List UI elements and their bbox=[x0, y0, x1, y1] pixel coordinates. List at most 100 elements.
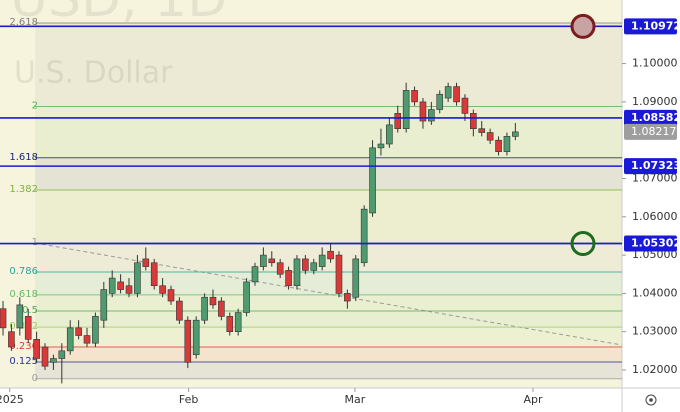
fib-band bbox=[35, 327, 622, 348]
y-tick-label: 1.02000 bbox=[632, 363, 678, 376]
fib-band bbox=[35, 106, 622, 158]
fib-band bbox=[35, 189, 622, 243]
fib-band bbox=[35, 22, 622, 107]
candle-body bbox=[503, 136, 511, 152]
trend-line bbox=[34, 242, 623, 346]
candle-body bbox=[234, 312, 242, 332]
y-tick-label: 1.06000 bbox=[632, 210, 678, 223]
candle-body bbox=[394, 113, 402, 129]
target-circle bbox=[570, 231, 596, 257]
candle-body bbox=[369, 147, 376, 214]
fib-label: 0.5 bbox=[22, 305, 38, 316]
candle-body bbox=[251, 266, 259, 283]
candle-body bbox=[0, 308, 7, 329]
candle-body bbox=[386, 124, 393, 145]
candle-body bbox=[66, 327, 74, 352]
y-tick-label: 1.04000 bbox=[632, 286, 678, 299]
fib-label: 1 bbox=[32, 237, 38, 248]
candle-body bbox=[419, 101, 427, 122]
candle-body bbox=[150, 262, 158, 287]
candle-body bbox=[402, 90, 410, 129]
candle-body bbox=[117, 281, 124, 290]
candle-body bbox=[159, 285, 166, 294]
candle-body bbox=[335, 254, 343, 294]
fib-band bbox=[35, 157, 622, 190]
fib-band bbox=[35, 361, 622, 379]
candle-body bbox=[411, 90, 418, 103]
candle-body bbox=[226, 316, 234, 332]
fib-label: 2 bbox=[32, 100, 38, 111]
x-tick-label: Mar bbox=[345, 393, 366, 406]
candle-body bbox=[41, 346, 49, 367]
candle-body bbox=[444, 86, 452, 99]
candle-body bbox=[470, 113, 477, 129]
candle-body bbox=[486, 132, 494, 141]
candle-body bbox=[260, 254, 267, 267]
level-label-box bbox=[624, 109, 677, 126]
candle-body bbox=[33, 339, 40, 359]
candle-body bbox=[125, 285, 133, 294]
fib-label: 0.786 bbox=[9, 266, 38, 277]
candle-body bbox=[218, 300, 225, 317]
candle-body bbox=[209, 296, 217, 306]
candle-body bbox=[201, 296, 208, 321]
last-price-label: 1.08217 bbox=[631, 125, 677, 138]
last-price-box bbox=[624, 123, 677, 140]
y-tick-label: 1.03000 bbox=[632, 325, 678, 338]
level-label: 1.08582 bbox=[631, 111, 680, 124]
candle-body bbox=[285, 270, 292, 287]
fib-label: 1.618 bbox=[9, 152, 38, 163]
fib-label: 0.125 bbox=[9, 356, 38, 367]
settings-icon-dot bbox=[649, 398, 653, 402]
fib-label: 0.236 bbox=[9, 341, 38, 352]
watermark-name: U.S. Dollar bbox=[14, 56, 173, 91]
level-label-box bbox=[624, 18, 677, 35]
candle-body bbox=[512, 131, 519, 137]
x-tick-label: 2025 bbox=[0, 393, 24, 406]
level-label: 1.07323 bbox=[631, 159, 680, 172]
candle-body bbox=[24, 316, 32, 340]
y-tick-label: 1.10000 bbox=[632, 57, 678, 70]
candle-body bbox=[92, 316, 99, 344]
candle-body bbox=[495, 139, 502, 152]
fib-band bbox=[35, 311, 622, 328]
fib-label: 2.618 bbox=[9, 17, 38, 28]
x-tick-label: Feb bbox=[179, 393, 198, 406]
candle-body bbox=[100, 289, 108, 321]
level-label-box bbox=[624, 158, 677, 175]
x-tick-label: Apr bbox=[523, 393, 543, 406]
y-tick-label: 1.09000 bbox=[632, 95, 678, 108]
candle-body bbox=[436, 93, 444, 110]
candle-body bbox=[293, 258, 301, 287]
candle-body bbox=[192, 319, 200, 355]
level-label: 1.05302 bbox=[631, 237, 680, 250]
candle-body bbox=[8, 331, 15, 348]
fib-band bbox=[35, 294, 622, 312]
candle-body bbox=[352, 258, 360, 298]
candle-body bbox=[276, 262, 284, 275]
candle-body bbox=[478, 128, 486, 133]
candle-body bbox=[377, 143, 385, 149]
candle-body bbox=[142, 258, 150, 267]
candle-body bbox=[243, 281, 250, 313]
candle-body bbox=[108, 277, 116, 294]
candle-body bbox=[268, 258, 276, 264]
candle-body bbox=[58, 350, 66, 359]
candle-body bbox=[167, 289, 175, 302]
candle-body bbox=[360, 208, 368, 264]
candle-body bbox=[184, 319, 192, 363]
fib-label: 0 bbox=[32, 373, 38, 384]
fib-label: 0.618 bbox=[9, 289, 38, 300]
level-label: 1.10972 bbox=[631, 19, 680, 32]
target-circle bbox=[570, 13, 596, 39]
candle-body bbox=[310, 262, 318, 271]
candle-body bbox=[176, 300, 183, 321]
y-tick-label: 1.07000 bbox=[632, 171, 678, 184]
candle-body bbox=[75, 327, 82, 336]
candle-body bbox=[134, 262, 141, 294]
settings-icon[interactable] bbox=[645, 394, 657, 406]
candle-body bbox=[83, 335, 91, 344]
fib-label: 0.382 bbox=[9, 321, 38, 332]
candle-body bbox=[16, 304, 24, 329]
